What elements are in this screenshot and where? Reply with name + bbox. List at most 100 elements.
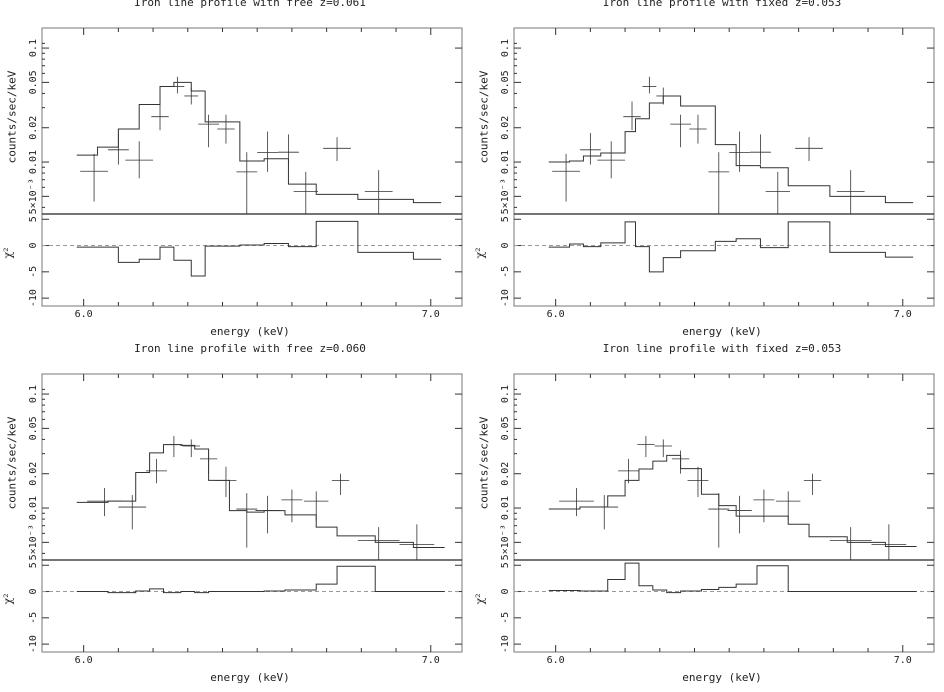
panel-title: Iron line profile with free z=0.060	[134, 342, 366, 355]
panel-plot: 6.0 7.0 5×10⁻³ 0.01 0.02 0.05 0.1 5 0 -5 -10	[28, 373, 463, 666]
residual-tick-label: 0	[500, 589, 511, 595]
residual-axis-label: χ²	[1, 247, 15, 259]
data-point	[87, 487, 122, 517]
data-point	[165, 435, 183, 458]
data-point	[293, 171, 318, 214]
y-tick-label: 0.02	[500, 116, 511, 140]
data-point	[670, 114, 692, 148]
data-point	[215, 466, 237, 497]
data-point	[281, 489, 303, 523]
panel-plot: 6.0 7.0 5×10⁻³ 0.01 0.02 0.05 0.1 5 0 -5 -10	[28, 27, 463, 320]
y-axis-label: counts/sec/keV	[5, 416, 19, 510]
data-point	[727, 495, 752, 534]
data-point	[257, 131, 279, 172]
data-point	[357, 527, 400, 560]
data-point	[637, 435, 655, 458]
y-tick-label: 5×10⁻³	[500, 524, 511, 560]
x-axis-label: energy (keV)	[682, 325, 762, 338]
data-point	[236, 152, 258, 214]
data-point	[331, 473, 350, 496]
data-point	[199, 450, 218, 474]
data-point	[750, 134, 771, 165]
x-axis-label: energy (keV)	[682, 671, 762, 684]
residual-tick-label: 0	[500, 243, 511, 249]
residual-histogram	[76, 565, 445, 594]
residual-tick-label: -10	[500, 289, 511, 307]
y-tick-label: 0.05	[500, 416, 511, 440]
data-point	[729, 131, 751, 172]
data-point	[80, 153, 108, 202]
data-point	[182, 439, 200, 458]
residual-tick-label: -5	[500, 612, 511, 624]
data-point	[559, 487, 594, 517]
y-tick-label: 0.1	[28, 385, 39, 403]
data-point	[795, 137, 823, 162]
residual-tick-label: 0	[28, 243, 39, 249]
y-tick-label: 0.05	[500, 70, 511, 94]
data-point	[118, 495, 147, 530]
panel-title: Iron line profile with fixed z=0.053	[602, 0, 842, 9]
data-point	[654, 439, 672, 458]
y-tick-label: 0.02	[500, 462, 511, 486]
residual-histogram	[548, 562, 917, 594]
y-tick-label: 5×10⁻³	[28, 178, 39, 214]
panel-free-z-0060: 6.0 7.0 5×10⁻³ 0.01 0.02 0.05 0.1 5 0 -5 -10 Iron …	[0, 342, 472, 692]
data-point	[198, 114, 220, 148]
model-histogram	[76, 444, 445, 549]
model-histogram	[548, 95, 914, 204]
residual-axis-label: χ²	[1, 593, 15, 605]
residual-tick-label: 5	[500, 216, 511, 222]
y-tick-label: 0.05	[28, 416, 39, 440]
data-point	[656, 87, 671, 105]
data-point	[107, 132, 129, 165]
data-point	[597, 141, 626, 179]
residual-axis-label: χ²	[473, 247, 487, 259]
data-point	[642, 76, 657, 94]
panel-title: Iron line profile with fixed z=0.053	[602, 342, 842, 355]
panel-fixed-z-0053-top: 6.0 7.0 5×10⁻³ 0.01 0.02 0.05 0.1 5 0 -5 -10 Iron …	[472, 0, 944, 346]
x-axis-label: energy (keV)	[210, 325, 290, 338]
y-tick-label: 0.05	[28, 70, 39, 94]
data-point	[125, 141, 154, 179]
data-point	[364, 170, 393, 214]
x-tick-label: 6.0	[547, 309, 565, 320]
data-point	[687, 466, 709, 497]
upper-frame	[41, 27, 463, 215]
data-point	[170, 76, 185, 94]
x-tick-label: 6.0	[75, 655, 93, 666]
panel-plot: 6.0 7.0 5×10⁻³ 0.01 0.02 0.05 0.1 5 0 -5 -10	[500, 373, 935, 666]
residual-tick-label: -5	[28, 612, 39, 624]
data-point	[871, 524, 907, 560]
y-tick-label: 0.01	[500, 150, 511, 174]
y-tick-label: 0.01	[28, 496, 39, 520]
residual-tick-label: -10	[500, 635, 511, 653]
upper-frame	[513, 27, 935, 215]
data-point	[217, 114, 235, 144]
residual-frame	[41, 213, 463, 307]
upper-frame	[41, 373, 463, 561]
data-point	[689, 114, 707, 144]
data-point	[836, 170, 865, 214]
residual-histogram	[76, 220, 442, 277]
y-tick-label: 0.1	[500, 39, 511, 57]
x-tick-label: 6.0	[75, 309, 93, 320]
x-axis-label: energy (keV)	[210, 671, 290, 684]
residual-tick-label: 5	[28, 562, 39, 568]
residual-tick-label: -5	[500, 266, 511, 278]
data-point	[803, 473, 822, 496]
y-tick-label: 0.1	[28, 39, 39, 57]
data-point	[618, 458, 639, 484]
residual-tick-label: 5	[500, 562, 511, 568]
residual-frame	[41, 559, 463, 653]
y-tick-label: 5×10⁻³	[28, 524, 39, 560]
x-tick-label: 7.0	[894, 309, 912, 320]
data-point	[399, 524, 435, 560]
data-point	[590, 495, 619, 530]
data-point	[753, 489, 775, 523]
data-point	[323, 137, 351, 162]
data-point	[278, 134, 299, 165]
residual-frame	[513, 213, 935, 307]
residual-tick-label: -10	[28, 289, 39, 307]
x-tick-label: 7.0	[894, 655, 912, 666]
